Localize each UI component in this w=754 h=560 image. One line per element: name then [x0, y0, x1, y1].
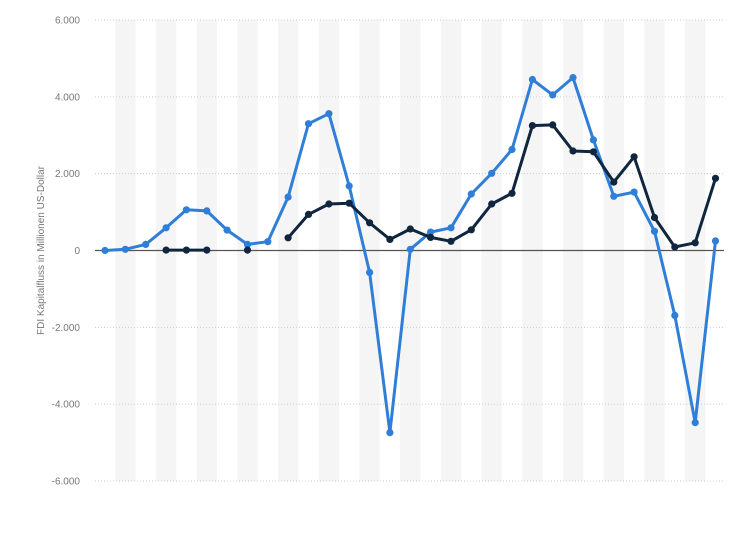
data-point[interactable] — [406, 245, 414, 253]
y-tick-labels: 6.000 4.000 2.000 0 -2.000 -4.000 -6.000 — [52, 16, 81, 488]
data-point[interactable] — [386, 429, 394, 437]
series-layer — [101, 74, 720, 437]
series-line — [286, 123, 717, 249]
y-tick-label: 2.000 — [55, 169, 80, 180]
data-point[interactable] — [325, 110, 333, 118]
data-point[interactable] — [243, 240, 252, 248]
data-point[interactable] — [528, 75, 537, 84]
data-point[interactable] — [488, 200, 496, 208]
data-point[interactable] — [508, 189, 516, 197]
data-point[interactable] — [264, 238, 272, 246]
data-point[interactable] — [589, 136, 598, 144]
data-point[interactable] — [304, 120, 313, 128]
data-point[interactable] — [101, 246, 109, 255]
data-point[interactable] — [671, 311, 679, 319]
data-point[interactable] — [488, 169, 496, 177]
data-point[interactable] — [345, 199, 353, 207]
data-point[interactable] — [406, 225, 414, 233]
data-point[interactable] — [711, 237, 720, 245]
data-point[interactable] — [142, 240, 150, 248]
data-point[interactable] — [711, 174, 720, 182]
data-point[interactable] — [203, 246, 211, 254]
data-point[interactable] — [528, 122, 537, 130]
data-point[interactable] — [691, 419, 699, 427]
data-point[interactable] — [345, 182, 353, 190]
data-point[interactable] — [610, 192, 618, 200]
data-point[interactable] — [182, 246, 190, 254]
y-tick-label: -2.000 — [52, 323, 81, 334]
y-tick-label: 4.000 — [55, 92, 80, 103]
data-point[interactable] — [610, 178, 618, 186]
data-point[interactable] — [691, 239, 699, 247]
data-point[interactable] — [366, 219, 374, 227]
data-point[interactable] — [467, 226, 475, 234]
data-point[interactable] — [366, 268, 374, 276]
data-point[interactable] — [243, 246, 252, 254]
data-point[interactable] — [284, 193, 292, 201]
data-point[interactable] — [650, 213, 659, 222]
data-point[interactable] — [589, 148, 598, 156]
y-tick-label: -6.000 — [52, 477, 81, 488]
data-point[interactable] — [203, 207, 211, 215]
series-1 — [101, 74, 720, 437]
data-point[interactable] — [386, 235, 394, 243]
data-point[interactable] — [304, 210, 313, 218]
data-point[interactable] — [121, 245, 129, 253]
y-tick-label: 0 — [74, 246, 80, 257]
series-2 — [162, 121, 720, 254]
y-axis-title: FDI Kapitalfluss in Millionen US-Dollar — [36, 165, 47, 335]
data-point[interactable] — [182, 206, 190, 214]
data-point[interactable] — [549, 91, 557, 99]
data-point[interactable] — [650, 227, 659, 235]
data-point[interactable] — [223, 226, 231, 234]
data-point[interactable] — [427, 228, 435, 236]
data-point[interactable] — [447, 237, 455, 245]
data-point[interactable] — [325, 200, 333, 208]
data-point[interactable] — [427, 233, 435, 241]
data-point[interactable] — [569, 74, 577, 82]
data-point[interactable] — [569, 147, 577, 155]
data-point[interactable] — [671, 243, 679, 251]
data-point[interactable] — [630, 188, 638, 196]
data-point[interactable] — [162, 246, 170, 254]
data-point[interactable] — [162, 224, 170, 232]
data-point[interactable] — [549, 121, 557, 129]
data-point[interactable] — [467, 190, 475, 198]
y-tick-label: -4.000 — [52, 400, 81, 411]
data-point[interactable] — [284, 234, 292, 242]
data-point[interactable] — [630, 153, 638, 161]
data-point[interactable] — [508, 145, 516, 154]
y-tick-label: 6.000 — [55, 16, 80, 27]
data-point[interactable] — [447, 224, 455, 232]
